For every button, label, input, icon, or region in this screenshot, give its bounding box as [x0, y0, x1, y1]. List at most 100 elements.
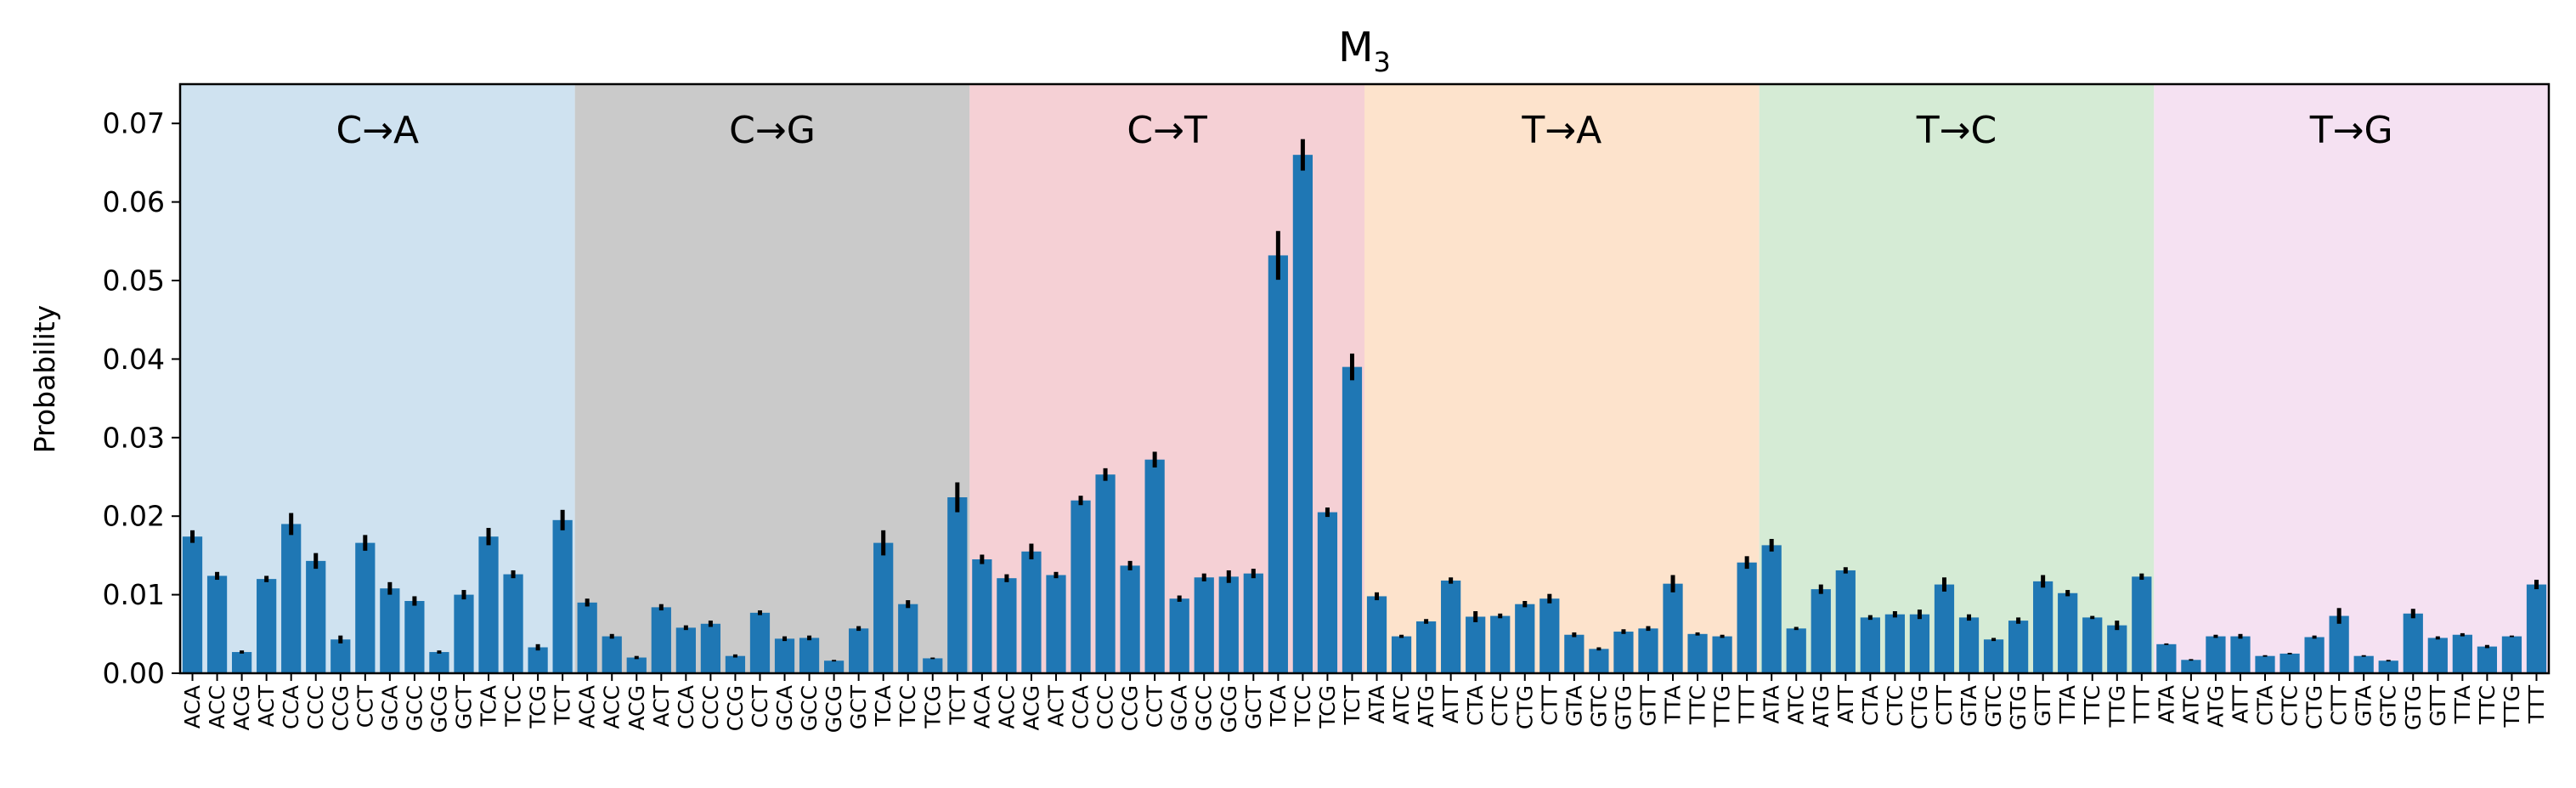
- y-tick-label: 0.02: [103, 500, 165, 533]
- x-tick-label: TCC: [501, 685, 526, 728]
- bar-5-TTA: [2058, 592, 2078, 673]
- bar-3-GCA: [1169, 598, 1189, 673]
- x-tick-label: ACG: [624, 685, 649, 731]
- bar-6-GTC: [2378, 660, 2398, 673]
- y-tick-label: 0.00: [103, 657, 165, 690]
- x-tick-label: ACG: [1019, 685, 1043, 731]
- x-tick-label: ACA: [575, 685, 600, 728]
- group-label-1: C→A: [336, 109, 419, 152]
- x-tick-label: ATA: [2154, 685, 2178, 724]
- bar-6-TTA: [2452, 634, 2472, 673]
- bar-2-CCA: [675, 627, 696, 673]
- x-tick-label: CCA: [1069, 685, 1093, 729]
- x-tick-label: ACT: [1043, 684, 1068, 727]
- bar-5-GTG: [2008, 621, 2029, 673]
- bar-2-TCA: [873, 542, 894, 673]
- bar-3-TCT: [1342, 366, 1363, 673]
- x-tick-label: ATT: [1833, 684, 1858, 723]
- bar-3-GCC: [1194, 577, 1214, 673]
- bar-5-CTC: [1884, 614, 1906, 673]
- x-tick-label: GCT: [451, 684, 476, 729]
- bar-6-ATT: [2230, 636, 2251, 673]
- x-tick-label: CTA: [1858, 685, 1883, 726]
- bar-1-ACG: [231, 652, 252, 673]
- bar-5-ATA: [1761, 545, 1782, 673]
- x-tick-label: CTG: [1512, 685, 1537, 729]
- x-tick-label: CTT: [1932, 684, 1957, 725]
- bar-5-CTT: [1934, 584, 1955, 673]
- y-tick-label: 0.06: [103, 185, 165, 218]
- x-tick-label: ATA: [1760, 685, 1784, 724]
- group-label-3: C→T: [1127, 109, 1207, 152]
- x-tick-label: CCG: [723, 685, 748, 731]
- bar-2-GCA: [774, 638, 795, 673]
- bar-2-GCC: [799, 638, 820, 673]
- x-tick-label: GTG: [2401, 685, 2426, 730]
- bar-4-GTA: [1564, 634, 1585, 673]
- bar-1-GCC: [404, 600, 425, 673]
- x-tick-label: TCC: [1291, 685, 1315, 728]
- x-tick-label: GCT: [846, 684, 871, 729]
- x-tick-label: CCC: [698, 685, 723, 729]
- group-label-5: T→C: [1916, 109, 1997, 152]
- bar-4-GTC: [1589, 649, 1609, 673]
- x-tick-label: GCC: [1192, 685, 1217, 731]
- bar-1-ACC: [206, 575, 228, 673]
- bar-2-TCT: [947, 497, 968, 673]
- x-tick-label: TTG: [1710, 685, 1735, 728]
- bar-2-ACG: [626, 657, 647, 673]
- bar-6-GTA: [2353, 655, 2374, 673]
- bar-3-GCT: [1243, 573, 1263, 673]
- bar-6-GTT: [2427, 638, 2448, 673]
- x-tick-label: TCT: [945, 684, 969, 725]
- bar-3-TCA: [1268, 255, 1288, 673]
- bar-6-CTA: [2255, 655, 2275, 673]
- bar-4-TTA: [1663, 583, 1683, 673]
- x-tick-label: ATT: [2228, 684, 2252, 723]
- y-tick-label: 0.07: [103, 107, 165, 140]
- x-tick-label: TTC: [2080, 685, 2104, 725]
- bar-1-TCT: [552, 519, 573, 673]
- error-bar-layer: [190, 139, 2539, 662]
- bar-5-TTG: [2107, 625, 2127, 673]
- bar-4-GTG: [1613, 632, 1634, 673]
- bar-1-TCC: [503, 574, 523, 673]
- x-tick-label: GCG: [822, 685, 846, 733]
- x-tick-label: ATT: [1438, 684, 1463, 723]
- chart-title-subscript: 3: [1374, 46, 1391, 78]
- bar-4-ATT: [1441, 580, 1461, 673]
- x-tick-label: CTG: [1907, 685, 1932, 729]
- bar-1-GCG: [429, 652, 449, 673]
- bar-3-ACA: [972, 559, 992, 673]
- bar-3-CCG: [1120, 565, 1140, 673]
- x-tick-label: GCC: [797, 685, 822, 731]
- bar-3-ACC: [997, 578, 1017, 673]
- group-background-4: [1364, 84, 1760, 673]
- group-background-layer: [180, 84, 2549, 673]
- x-tick-label: ATC: [1389, 685, 1414, 724]
- bar-4-TTC: [1687, 633, 1708, 673]
- group-label-2: C→G: [729, 109, 816, 152]
- x-tick-label: GTC: [1981, 685, 2006, 728]
- x-tick-label: ACG: [229, 685, 254, 731]
- bar-4-ATC: [1391, 636, 1412, 673]
- x-tick-label: GTT: [1635, 684, 1660, 726]
- bar-4-TTG: [1712, 636, 1732, 673]
- x-tick-label: CTG: [2302, 685, 2327, 729]
- x-tick-label: TTT: [2129, 684, 2154, 724]
- bar-6-CTT: [2329, 615, 2349, 673]
- bar-6-TTT: [2526, 584, 2547, 673]
- x-tick-label: TCA: [1266, 685, 1291, 727]
- y-tick-label: 0.01: [103, 578, 165, 611]
- x-tick-label: ACC: [994, 685, 1019, 729]
- bar-1-CCG: [330, 639, 351, 673]
- x-tick-label: TCA: [871, 685, 895, 727]
- x-tick-label: CCG: [328, 685, 353, 731]
- x-tick-label: CCT: [1143, 684, 1167, 728]
- x-tick-label: ACA: [969, 685, 994, 728]
- x-tick-label: CTC: [1488, 685, 1512, 727]
- bar-3-CCT: [1144, 459, 1165, 673]
- bar-6-ATG: [2206, 636, 2226, 673]
- bar-5-ATG: [1811, 589, 1831, 673]
- x-tick-label: ATG: [1809, 685, 1833, 728]
